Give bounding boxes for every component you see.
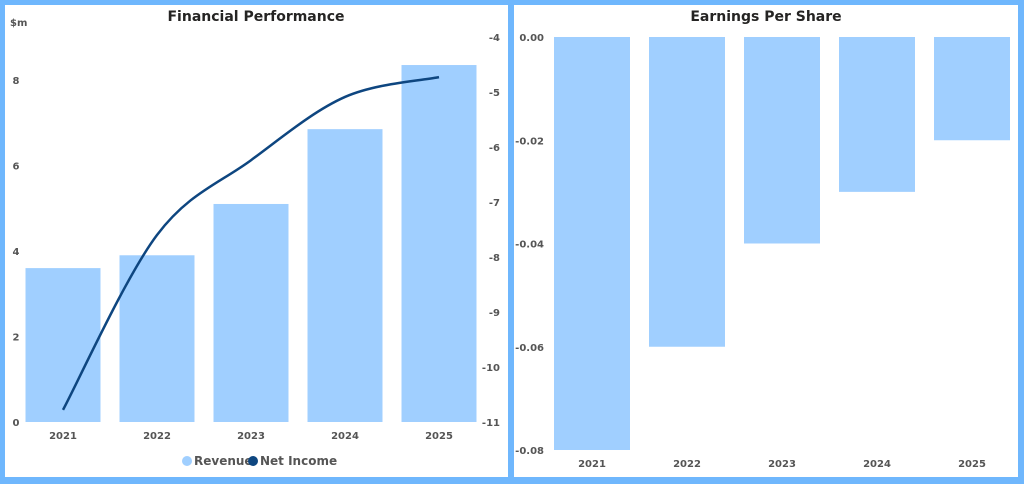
y-axis-unit: $m xyxy=(10,18,27,29)
x-tick-label: 2024 xyxy=(863,459,891,470)
y-tick-label: -0.06 xyxy=(515,343,544,354)
revenue-bar xyxy=(401,65,477,422)
y-tick-label: 4 xyxy=(13,247,20,258)
y2-tick-label: -6 xyxy=(489,143,500,154)
y2-tick-label: -4 xyxy=(489,33,500,44)
y-tick-label: -0.08 xyxy=(515,446,544,457)
x-tick-label: 2024 xyxy=(331,431,359,442)
revenue-bar xyxy=(119,255,195,422)
x-tick-label: 2021 xyxy=(49,431,77,442)
legend-net-income-label: Net Income xyxy=(260,454,337,468)
y-tick-label: -0.04 xyxy=(515,240,544,251)
y2-tick-label: -9 xyxy=(489,308,500,319)
chart-title: Financial Performance xyxy=(167,9,344,25)
legend-revenue-marker xyxy=(182,456,192,466)
y-tick-label: 2 xyxy=(13,333,20,344)
x-tick-label: 2025 xyxy=(958,459,986,470)
y2-tick-label: -8 xyxy=(489,253,500,264)
x-tick-label: 2023 xyxy=(237,431,265,442)
x-tick-label: 2025 xyxy=(425,431,453,442)
x-tick-label: 2022 xyxy=(143,431,171,442)
y2-tick-label: -7 xyxy=(489,198,500,209)
net-income-line xyxy=(61,75,440,411)
y-tick-label: -0.02 xyxy=(515,136,544,147)
y-tick-label: 6 xyxy=(13,162,20,173)
y-tick-label: 8 xyxy=(13,76,20,87)
revenue-bar xyxy=(213,203,289,422)
x-tick-label: 2022 xyxy=(673,459,701,470)
revenue-bar xyxy=(307,129,383,422)
eps-bar xyxy=(934,37,1010,141)
x-tick-label: 2023 xyxy=(768,459,796,470)
y2-tick-label: -5 xyxy=(489,88,500,99)
eps-bar xyxy=(554,37,630,450)
x-tick-label: 2021 xyxy=(578,459,606,470)
legend-revenue-label: Revenue xyxy=(194,454,253,468)
chart-title: Earnings Per Share xyxy=(690,9,841,25)
y-tick-label: 0 xyxy=(13,418,20,429)
eps-bar xyxy=(744,37,820,244)
eps-bar xyxy=(649,37,725,347)
revenue-bar xyxy=(25,268,101,422)
y-tick-label: 0.00 xyxy=(519,33,544,44)
eps-bar xyxy=(839,37,915,192)
y2-tick-label: -11 xyxy=(482,418,500,429)
legend-net-income-marker xyxy=(248,456,258,466)
y2-tick-label: -10 xyxy=(482,363,500,374)
